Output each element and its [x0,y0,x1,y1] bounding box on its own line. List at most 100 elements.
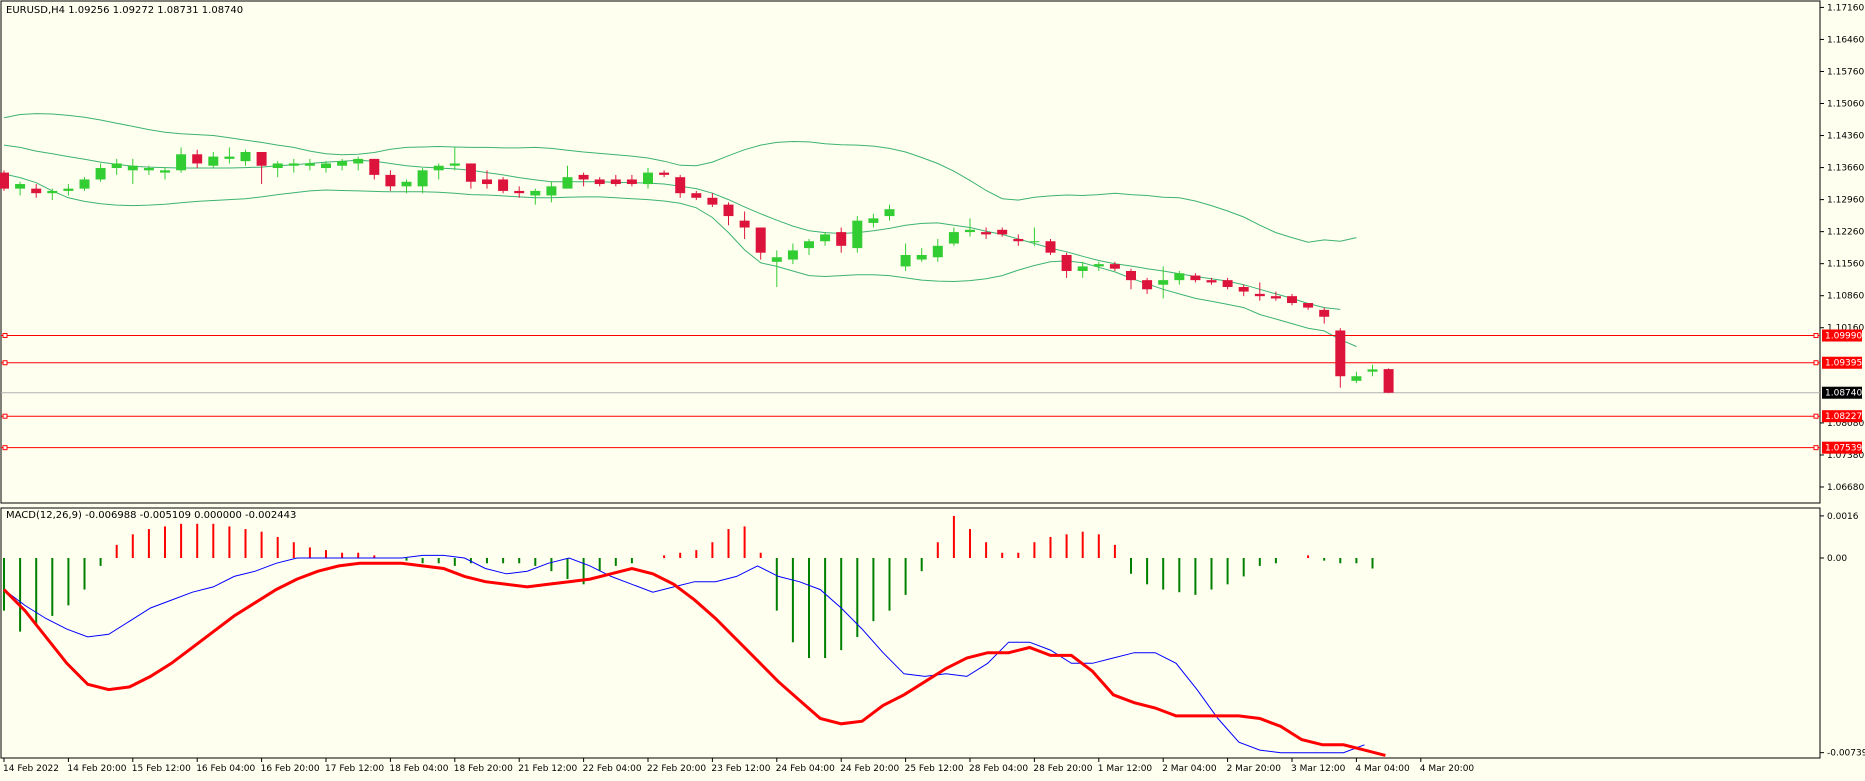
candle-body [321,163,331,169]
price-axis-label: 1.12960 [1827,196,1864,206]
macd-panel[interactable] [0,507,1821,759]
price-axis-label: 1.13660 [1827,164,1864,174]
candle-body [337,161,348,166]
level-price-label: 1.07539 [1825,444,1862,454]
candle-body [449,163,460,166]
candle-body [31,188,42,194]
price-axis-label: 1.16460 [1827,35,1864,45]
candle-body [691,193,702,198]
candle-body [643,172,653,185]
candle-body [272,163,283,169]
time-axis-label: 25 Feb 12:00 [905,764,964,774]
candle-body [1174,273,1185,281]
candle-body [1383,369,1394,393]
time-axis-label: 28 Feb 20:00 [1033,764,1092,774]
level-handle-right[interactable] [1813,413,1819,419]
candle-body [63,188,74,191]
candle-body [932,245,943,258]
price-panel[interactable] [0,0,1821,504]
candle-body [1029,241,1040,243]
candle-body [787,250,798,260]
time-axis-label: 18 Feb 04:00 [389,764,448,774]
level-handle-left[interactable] [2,360,8,366]
candle-body [417,170,428,187]
level-handle-right[interactable] [1813,445,1819,451]
candle-body [1013,238,1024,242]
price-axis-label: 1.15760 [1827,67,1864,77]
level-price-label: 1.09990 [1825,332,1862,342]
price-axis-label: 1.11560 [1827,260,1864,270]
candle-body [771,257,782,262]
candle-body [1222,280,1233,288]
level-handle-right[interactable] [1813,360,1819,366]
time-axis-label: 2 Mar 20:00 [1227,764,1282,774]
time-axis-label: 4 Mar 20:00 [1420,764,1475,774]
candle-body [884,209,895,217]
price-axis-label: 1.17160 [1827,3,1864,13]
candle-body [594,179,605,185]
time-axis-label: 14 Feb 2022 [3,764,59,774]
candle-body [1351,376,1362,381]
candle-body [1367,369,1378,372]
candle-body [176,154,187,171]
level-handle-left[interactable] [2,333,8,339]
candle-body [675,177,686,194]
time-axis-label: 22 Feb 20:00 [647,764,706,774]
candle-body [1093,264,1104,267]
price-layer [0,113,1820,451]
time-axis-label: 24 Feb 04:00 [776,764,835,774]
candle-body [1287,296,1297,304]
macd-panel-title: MACD(12,26,9) -0.006988 -0.005109 0.0000… [6,510,296,521]
candle-body [530,190,541,196]
candle-body [353,158,364,164]
time-axis-label: 21 Feb 12:00 [518,764,577,774]
price-axis-label: 1.08080 [1827,419,1864,429]
candle-body [47,190,58,194]
candle-body [111,163,122,169]
candle-body [95,168,106,180]
axis-layer: 1.17160 1.16460 1.15760 1.15060 1.14360 1.136… [3,3,1865,774]
candle-body [1303,303,1314,308]
candle-body [79,179,90,189]
macd-axis-label: -0.007397 [1827,749,1865,759]
price-axis-label: 1.10860 [1827,292,1864,302]
macd-line [3,554,1365,754]
candle-body [498,179,509,191]
candle-body [1077,266,1088,271]
time-axis-label: 17 Feb 12:00 [325,764,384,774]
price-axis-label: 1.12260 [1827,228,1864,238]
price-axis-label: 1.15060 [1827,100,1864,110]
level-handle-left[interactable] [2,413,8,419]
level-price-box [1822,410,1862,423]
price-axis-label: 1.07380 [1827,451,1864,461]
level-handle-left[interactable] [2,445,8,451]
current-price-label: 1.08740 [1825,389,1862,399]
candle-body [997,229,1008,235]
candle-body [1335,330,1346,377]
time-axis-label: 2 Mar 04:00 [1162,764,1217,774]
candle-body [981,232,992,235]
price-axis-label: 1.14360 [1827,132,1864,142]
signal-line [2,561,1386,757]
time-axis-label: 1 Mar 12:00 [1098,764,1153,774]
price-axis-label: 1.10160 [1827,324,1864,334]
candle-body [1319,309,1330,317]
candle-body [755,227,766,253]
level-price-label: 1.09395 [1825,359,1862,369]
time-axis-label: 16 Feb 04:00 [196,764,255,774]
candle-body [1254,293,1265,297]
candle-body [256,152,267,166]
candle-body [0,172,9,189]
candle-body [562,177,573,189]
current-price-box [1822,386,1862,399]
candle-body [900,254,911,267]
candle-body [240,152,251,162]
candle-body [208,156,219,166]
candle-body [1045,241,1056,253]
level-handle-right[interactable] [1813,333,1819,339]
time-axis-label: 22 Feb 04:00 [583,764,642,774]
candle-body [465,163,476,182]
candle-body [288,163,299,166]
candle-body [127,165,138,171]
